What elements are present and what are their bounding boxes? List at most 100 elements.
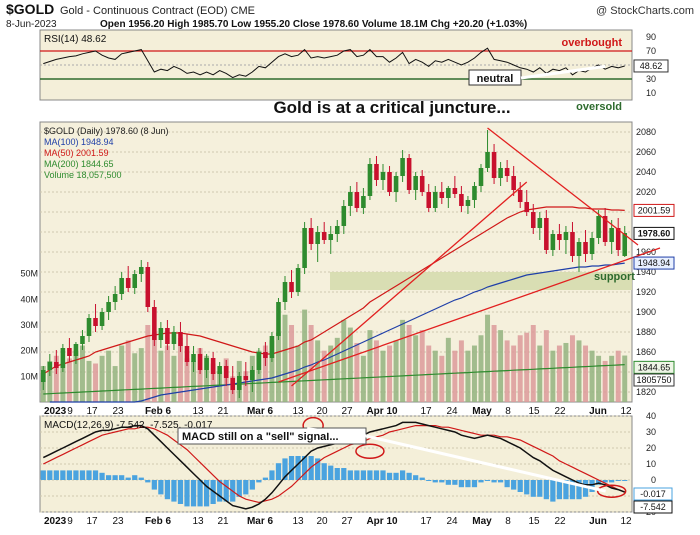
volume-bar (289, 325, 295, 402)
candle-body (544, 218, 549, 250)
legend-entry: MA(100) 1948.94 (44, 137, 114, 147)
volume-bar (589, 350, 595, 402)
volume-bar (622, 355, 628, 402)
candle-body (348, 192, 353, 206)
macd-histogram-bar (445, 480, 451, 485)
volume-bar (491, 325, 497, 402)
macd-histogram-bar (373, 470, 380, 480)
macd-histogram-bar (184, 480, 190, 507)
macd-x-label: 17 (420, 516, 432, 527)
candle-body (47, 362, 53, 370)
macd-histogram-bar (132, 475, 138, 480)
volume-bar (315, 340, 321, 402)
price-x-label: 22 (554, 406, 566, 417)
macd-histogram-bar (537, 480, 543, 497)
candle-body (210, 358, 216, 374)
macd-x-label: Jun (589, 516, 607, 527)
macd-x-label: 13 (192, 516, 204, 527)
macd-tick-label: 10 (646, 459, 656, 469)
candle-body (217, 366, 222, 374)
price-badge (633, 373, 675, 387)
price-badge-text: 2001.59 (638, 205, 671, 215)
candle-body (223, 366, 229, 378)
price-tick-label: 2060 (636, 147, 656, 157)
volume-bar (184, 358, 190, 402)
macd-histogram-bar (622, 480, 628, 481)
candle-body (334, 226, 340, 234)
price-x-label: May (472, 406, 492, 417)
volume-bar (511, 345, 517, 402)
macd-x-label: 17 (86, 516, 98, 527)
volume-bar (119, 345, 125, 402)
volume-bar (282, 314, 288, 402)
macd-label: MACD(12,26,9) -7.542, -7.525, -0.017 (44, 420, 213, 431)
macd-histogram-bar (256, 480, 262, 483)
volume-bar (125, 340, 131, 402)
candle-body (60, 348, 66, 368)
macd-histogram-bar (458, 480, 465, 488)
candle-body (596, 216, 601, 238)
support-zone (330, 272, 632, 290)
price-badge-text: 1948.94 (638, 258, 671, 268)
candle-body (485, 152, 490, 168)
candle-body (367, 164, 373, 196)
volume-bar (609, 355, 615, 402)
header: $GOLD Gold - Continuous Contract (EOD) CM… (6, 1, 694, 30)
volume-bar (341, 319, 347, 402)
volume-bar (308, 325, 314, 402)
volume-bar (243, 371, 249, 402)
macd-histogram-bar (262, 477, 269, 480)
price-badge (633, 360, 675, 374)
macd-x-label: 9 (67, 516, 73, 527)
volume-bar (177, 337, 183, 402)
candle-body (589, 238, 595, 254)
candle-body (263, 352, 268, 358)
macd-x-label: 20 (316, 516, 328, 527)
legend-entry: $GOLD (Daily) 1978.60 (8 Jun) (44, 126, 169, 136)
price-x-label: 13 (292, 406, 304, 417)
candle-body (308, 228, 314, 244)
volume-bar (576, 340, 582, 402)
price-x-label: 20 (316, 406, 328, 417)
legend-entry: MA(200) 1844.65 (44, 159, 114, 169)
macd-histogram-bar (609, 480, 615, 483)
candle-body (132, 274, 138, 288)
candle-body (498, 168, 503, 178)
macd-tick-label: 40 (646, 411, 656, 421)
macd-badge-text: -7.542 (640, 502, 666, 512)
watermark-label: @ StockCharts.com (596, 5, 694, 17)
volume-bar (583, 345, 589, 402)
candle-body (583, 242, 588, 254)
volume-tick-label: 50M (20, 269, 38, 279)
price-x-label: Jun (589, 406, 607, 417)
macd-histogram-bar (53, 470, 59, 480)
macd-note-text: MACD still on a "sell" signal... (182, 431, 339, 443)
volume-bar (465, 350, 471, 402)
price-badge (633, 226, 675, 240)
rsi-tick-label: 90 (646, 32, 656, 42)
volume-bar (47, 360, 53, 402)
candle-body (439, 192, 445, 198)
macd-histogram-bar (217, 480, 223, 502)
macd-histogram-bar (393, 472, 399, 480)
volume-bar (334, 337, 340, 402)
ma200-line (43, 364, 625, 395)
candle-body (400, 158, 405, 176)
candle-body (230, 378, 236, 390)
volume-bar (93, 363, 99, 402)
volume-bar (439, 355, 445, 402)
volume-bar (73, 350, 79, 402)
macd-histogram-bar (543, 480, 549, 500)
macd-histogram-bar (615, 480, 621, 481)
candle-body (40, 370, 46, 382)
macd-histogram-bar (413, 475, 419, 480)
macd-x-label: 27 (341, 516, 353, 527)
candle-body (250, 370, 255, 380)
macd-histogram-bar (347, 470, 353, 480)
macd-histogram-bar (315, 458, 321, 480)
candle-body (557, 234, 562, 240)
volume-bar (458, 340, 464, 402)
candle-body (374, 164, 379, 180)
macd-histogram-bar (203, 480, 210, 507)
macd-histogram-bar (367, 470, 373, 480)
